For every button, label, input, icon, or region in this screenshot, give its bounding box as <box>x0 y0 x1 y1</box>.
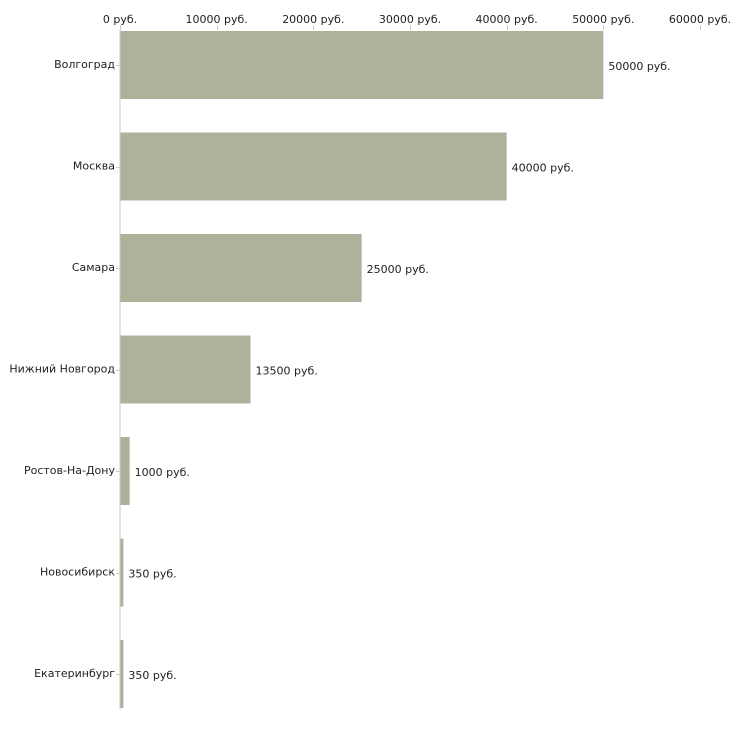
x-tick-label: 20000 руб. <box>282 13 344 26</box>
bar <box>120 31 604 99</box>
category-label: Волгоград <box>54 58 115 71</box>
value-label: 40000 руб. <box>512 162 574 175</box>
x-tick-label: 50000 руб. <box>572 13 634 26</box>
category-label: Самара <box>72 261 115 274</box>
bar <box>120 437 130 505</box>
category-label: Екатеринбург <box>34 667 115 680</box>
bar <box>120 132 507 201</box>
category-label: Нижний Новгород <box>9 363 115 376</box>
category-label: Новосибирск <box>40 566 115 579</box>
bar <box>120 640 124 708</box>
x-tick-label: 40000 руб. <box>476 13 538 26</box>
value-label: 350 руб. <box>128 669 176 682</box>
x-tick-label: 60000 руб. <box>669 13 730 26</box>
bar <box>120 538 124 607</box>
bar <box>120 234 362 302</box>
value-label: 350 руб. <box>128 568 176 581</box>
x-tick-label: 0 руб. <box>103 13 137 26</box>
value-label: 25000 руб. <box>367 263 429 276</box>
bar <box>120 335 251 404</box>
value-label: 1000 руб. <box>135 466 190 479</box>
x-tick-label: 10000 руб. <box>186 13 248 26</box>
category-label: Москва <box>73 160 115 173</box>
bars <box>120 31 604 708</box>
labels: Волгоград 50000 руб. Москва 40000 руб. Самар… <box>9 58 670 682</box>
value-label: 13500 руб. <box>256 365 318 378</box>
x-axis: 0 руб. 10000 руб. 20000 руб. 30000 руб. 4000… <box>103 13 730 30</box>
x-tick-label: 30000 руб. <box>379 13 441 26</box>
value-label: 50000 руб. <box>608 60 670 73</box>
category-label: Ростов-На-Дону <box>24 464 115 477</box>
